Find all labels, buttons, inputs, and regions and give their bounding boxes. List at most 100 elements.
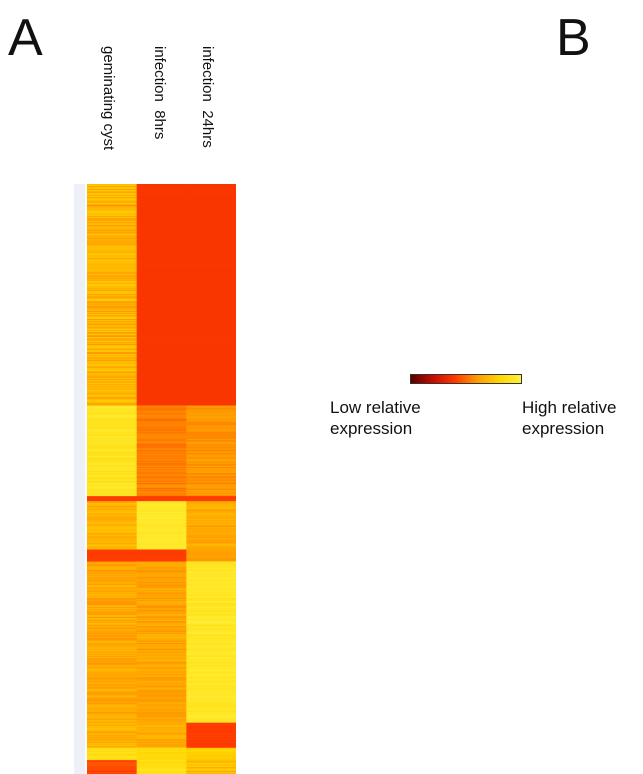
heatmap-cell bbox=[136, 320, 187, 323]
heatmap-cell bbox=[136, 304, 187, 307]
heatmap-cell bbox=[186, 706, 236, 708]
heatmap-cell bbox=[87, 457, 138, 460]
heatmap-cell bbox=[136, 312, 187, 315]
heatmap-cell bbox=[87, 480, 138, 482]
heatmap-cell bbox=[87, 301, 138, 304]
heatmap-cell bbox=[186, 351, 236, 353]
heatmap-cell bbox=[186, 704, 236, 706]
heatmap-cell bbox=[186, 683, 236, 685]
heatmap-cell bbox=[186, 494, 236, 496]
heatmap-cell bbox=[186, 726, 236, 729]
heatmap-cell bbox=[87, 489, 138, 491]
heatmap-cell bbox=[186, 677, 236, 679]
heatmap-cell bbox=[136, 198, 187, 200]
heatmap-cell bbox=[136, 739, 187, 742]
heatmap-cell bbox=[186, 232, 236, 234]
heatmap-cell bbox=[87, 366, 138, 368]
heatmap-cell bbox=[136, 666, 187, 668]
heatmap-cell bbox=[186, 315, 236, 318]
heatmap-cell bbox=[136, 670, 187, 672]
heatmap-cell bbox=[186, 323, 236, 326]
heatmap-cell bbox=[186, 639, 236, 641]
heatmap-cell bbox=[186, 312, 236, 315]
heatmap-cell bbox=[87, 668, 138, 670]
heatmap-cell bbox=[136, 530, 187, 532]
heatmap-cell bbox=[136, 255, 187, 257]
heatmap-cell bbox=[136, 686, 187, 688]
heatmap-cell bbox=[87, 191, 138, 193]
heatmap-cell bbox=[87, 659, 138, 661]
heatmap-cell bbox=[87, 603, 138, 606]
heatmap-cell bbox=[136, 583, 187, 586]
heatmap-cell bbox=[186, 521, 236, 523]
heatmap-cell bbox=[136, 647, 187, 649]
heatmap-cell bbox=[136, 749, 187, 752]
heatmap-cell bbox=[87, 514, 138, 516]
heatmap-cell bbox=[186, 580, 236, 583]
heatmap-cell bbox=[136, 293, 187, 296]
heatmap-cell bbox=[87, 305, 138, 308]
heatmap-cell bbox=[136, 568, 187, 571]
heatmap-cell bbox=[136, 248, 187, 250]
heatmap-cell bbox=[186, 207, 236, 209]
heatmap-cell bbox=[186, 724, 236, 727]
heatmap-cell bbox=[136, 448, 187, 451]
heatmap-cell bbox=[136, 343, 187, 345]
heatmap-cell bbox=[87, 279, 138, 282]
heatmap-cell bbox=[136, 339, 187, 341]
heatmap-cell bbox=[186, 643, 236, 645]
heatmap-cell bbox=[87, 761, 138, 764]
heatmap-cell bbox=[136, 289, 187, 292]
heatmap-cell bbox=[186, 346, 236, 348]
heatmap-cell bbox=[87, 193, 138, 195]
heatmap-cell bbox=[186, 686, 236, 688]
heatmap-cell bbox=[186, 396, 236, 398]
heatmap-cell bbox=[186, 216, 236, 218]
heatmap-cell bbox=[87, 719, 138, 722]
heatmap-cell bbox=[136, 406, 187, 408]
heatmap-cell bbox=[186, 503, 236, 505]
heatmap-cell bbox=[186, 546, 236, 548]
heatmap-cell bbox=[186, 506, 236, 508]
heatmap-cell bbox=[136, 759, 187, 762]
heatmap-cell bbox=[186, 467, 236, 470]
heatmap-cell bbox=[87, 444, 138, 447]
heatmap-cell bbox=[136, 692, 187, 694]
heatmap-cell bbox=[186, 481, 236, 483]
heatmap-cell bbox=[87, 566, 138, 569]
heatmap-cell bbox=[136, 519, 187, 521]
heatmap-cell bbox=[186, 265, 236, 267]
heatmap-cell bbox=[87, 643, 138, 645]
heatmap-cell bbox=[136, 221, 187, 223]
heatmap-cell bbox=[136, 592, 187, 595]
heatmap-cell bbox=[186, 299, 236, 302]
heatmap-cell bbox=[87, 661, 138, 663]
heatmap-cell bbox=[87, 371, 138, 373]
heatmap-cell bbox=[186, 319, 236, 322]
heatmap-cell bbox=[186, 475, 236, 478]
heatmap-cell bbox=[87, 381, 138, 383]
heatmap-cell bbox=[186, 517, 236, 519]
heatmap-cell bbox=[186, 624, 236, 627]
heatmap-cell bbox=[136, 569, 187, 572]
heatmap-cell bbox=[186, 718, 236, 721]
heatmap-cell bbox=[136, 726, 187, 729]
heatmap-cell bbox=[186, 473, 236, 476]
heatmap-cell bbox=[186, 386, 236, 388]
heatmap-cell bbox=[186, 476, 236, 479]
heatmap-cell bbox=[136, 691, 187, 693]
heatmap-cell bbox=[87, 213, 138, 215]
heatmap-cell bbox=[87, 710, 138, 712]
heatmap-cell bbox=[186, 729, 236, 732]
heatmap-cell bbox=[87, 372, 138, 374]
heatmap-cell bbox=[87, 620, 138, 623]
heatmap-cell bbox=[186, 362, 236, 364]
heatmap-cell bbox=[186, 234, 236, 236]
heatmap-cell bbox=[136, 226, 187, 228]
heatmap-cell bbox=[136, 397, 187, 399]
heatmap-cell bbox=[87, 243, 138, 245]
heatmap-cell bbox=[136, 642, 187, 644]
heatmap-cell bbox=[136, 671, 187, 673]
heatmap-cell bbox=[186, 365, 236, 367]
heatmap-cell bbox=[186, 314, 236, 317]
